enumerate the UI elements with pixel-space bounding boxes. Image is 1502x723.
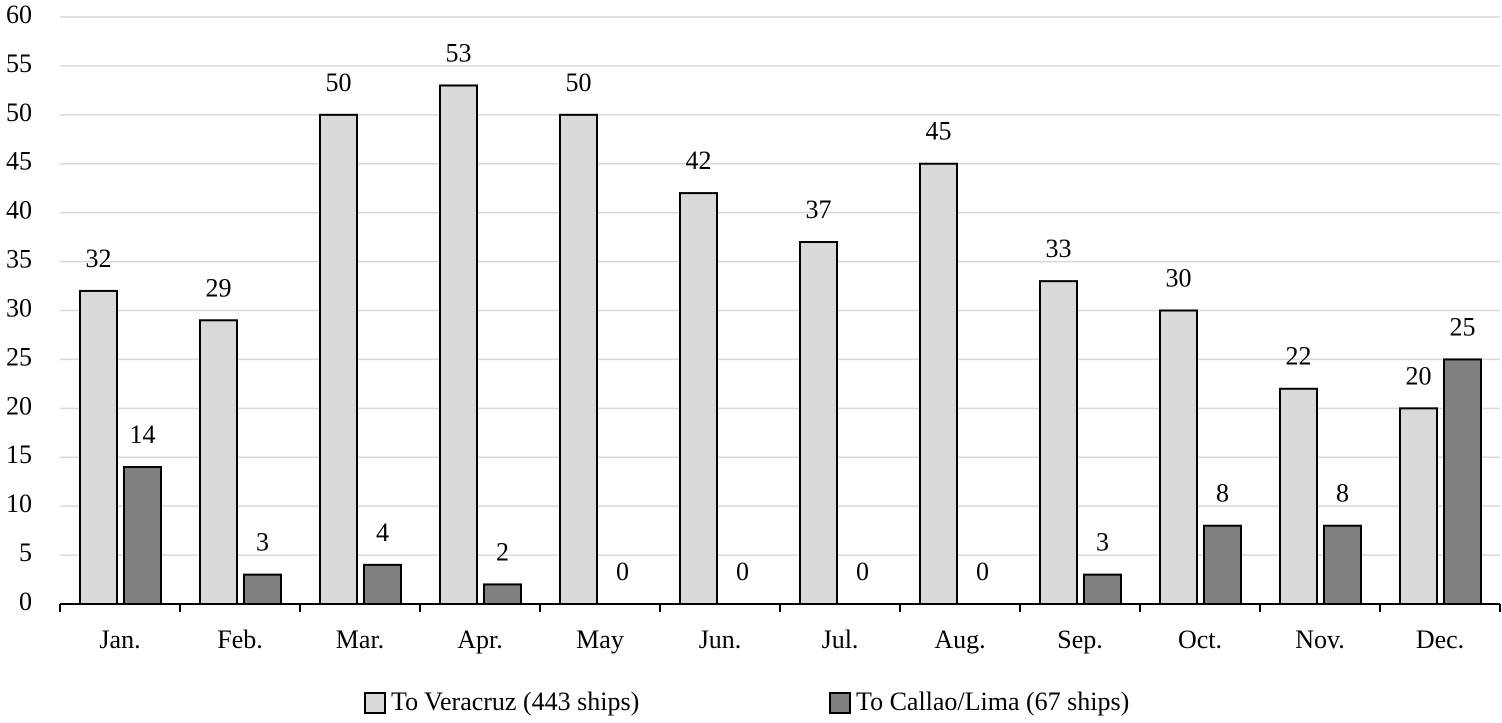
bar xyxy=(199,319,238,605)
legend-label: To Veracruz (443 ships) xyxy=(391,687,639,716)
bar xyxy=(799,241,838,605)
y-tick-label: 10 xyxy=(6,489,32,518)
x-tick-label: Feb. xyxy=(217,625,263,654)
y-tick-label: 50 xyxy=(6,98,32,127)
bar xyxy=(559,113,598,605)
x-tick-label: Jul. xyxy=(822,625,859,654)
data-label: 8 xyxy=(1216,479,1229,508)
bar xyxy=(79,289,118,605)
bar xyxy=(1323,524,1362,606)
data-label: 45 xyxy=(926,117,952,146)
bar xyxy=(1039,280,1078,605)
legend-label: To Callao/Lima (67 ships) xyxy=(856,687,1129,716)
y-tick-label: 0 xyxy=(19,587,32,616)
bar xyxy=(123,466,162,605)
y-tick-label: 30 xyxy=(6,293,32,322)
y-tick-label: 55 xyxy=(6,49,32,78)
x-tick-label: Aug. xyxy=(934,625,985,654)
bar xyxy=(439,84,478,605)
data-label: 50 xyxy=(326,68,352,97)
x-tick-label: Oct. xyxy=(1178,625,1222,654)
bar xyxy=(1159,309,1198,605)
y-tick-label: 60 xyxy=(6,0,32,29)
legend-swatch xyxy=(829,692,851,714)
data-label: 14 xyxy=(130,420,156,449)
y-tick-label: 35 xyxy=(6,245,32,274)
x-tick-label: May xyxy=(576,625,624,654)
y-tick-label: 15 xyxy=(6,440,32,469)
data-label: 33 xyxy=(1046,234,1072,263)
x-tick-label: Apr. xyxy=(457,625,503,654)
data-label: 42 xyxy=(686,146,712,175)
y-tick-label: 45 xyxy=(6,147,32,176)
data-label: 37 xyxy=(806,195,832,224)
x-tick-label: Nov. xyxy=(1295,625,1345,654)
data-label: 3 xyxy=(1096,528,1109,557)
data-label: 20 xyxy=(1406,361,1432,390)
y-tick-label: 40 xyxy=(6,196,32,225)
x-tick-label: Sep. xyxy=(1057,625,1103,654)
x-tick-label: Dec. xyxy=(1416,625,1464,654)
data-label: 0 xyxy=(736,557,749,586)
x-tick-label: Mar. xyxy=(336,625,384,654)
bar xyxy=(1083,573,1122,606)
data-label: 32 xyxy=(86,244,112,273)
bar xyxy=(919,162,958,605)
bar xyxy=(1203,524,1242,606)
y-tick-label: 5 xyxy=(19,538,32,567)
data-label: 4 xyxy=(376,518,389,547)
y-tick-label: 20 xyxy=(6,391,32,420)
x-tick-label: Jun. xyxy=(699,625,742,654)
data-label: 29 xyxy=(206,273,232,302)
data-label: 25 xyxy=(1450,312,1476,341)
bar xyxy=(679,192,718,605)
data-label: 50 xyxy=(566,68,592,97)
data-label: 2 xyxy=(496,537,509,566)
x-tick-label: Jan. xyxy=(99,625,140,654)
bar xyxy=(243,573,282,606)
data-label: 0 xyxy=(856,557,869,586)
y-tick-label: 25 xyxy=(6,342,32,371)
bar xyxy=(483,583,522,606)
bar xyxy=(1443,358,1482,605)
data-label: 0 xyxy=(616,557,629,586)
bar xyxy=(363,563,402,605)
data-label: 30 xyxy=(1166,263,1192,292)
bar xyxy=(1399,407,1438,606)
bar xyxy=(1279,387,1318,605)
legend-swatch xyxy=(364,692,386,714)
data-label: 3 xyxy=(256,528,269,557)
bar xyxy=(319,113,358,605)
data-label: 22 xyxy=(1286,342,1312,371)
data-label: 0 xyxy=(976,557,989,586)
data-label: 8 xyxy=(1336,479,1349,508)
data-label: 53 xyxy=(446,38,472,67)
